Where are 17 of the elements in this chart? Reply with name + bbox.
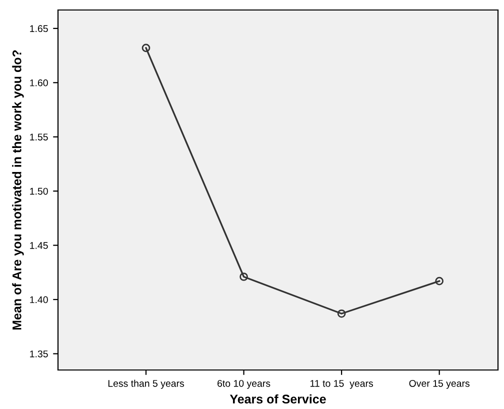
y-tick-label: 1.65 [30, 25, 48, 32]
y-tick-label: 1.55 [30, 134, 48, 140]
x-tick-label: 6to 10 years [218, 380, 270, 389]
y-tick-label: 1.60 [30, 79, 48, 86]
x-axis-title: Years of Service [230, 394, 326, 404]
point [435, 276, 444, 286]
x-tick-label: Less than 5 years [108, 380, 184, 389]
point [240, 272, 248, 281]
y-tick-label: 1.50 [30, 188, 48, 195]
x-tick-label: 11 to 15 years [310, 380, 374, 389]
y-tick-label: 1.35 [30, 350, 48, 358]
y-tick-label: 1.40 [30, 296, 48, 304]
x-tick-label: Over 15 years [409, 380, 470, 389]
point [337, 309, 346, 318]
point [142, 44, 150, 52]
y-tick-label: 1.45 [30, 242, 48, 249]
y-axis-title: Mean of Are you motivated in the work you do? [12, 50, 24, 330]
